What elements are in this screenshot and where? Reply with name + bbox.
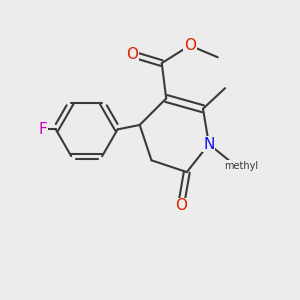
- Text: O: O: [126, 47, 138, 62]
- Text: methyl: methyl: [224, 160, 258, 171]
- Text: F: F: [38, 122, 47, 137]
- Text: O: O: [184, 38, 196, 53]
- Text: O: O: [175, 198, 187, 213]
- Text: N: N: [203, 136, 214, 152]
